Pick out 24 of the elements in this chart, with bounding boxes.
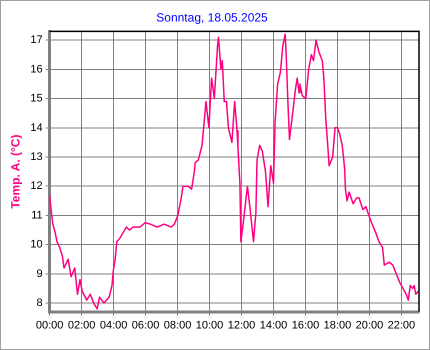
y-tick-label: 17 bbox=[30, 34, 43, 46]
chart-title: Sonntag, 18.05.2025 bbox=[156, 10, 268, 25]
x-tick-label: 10:00 bbox=[196, 319, 224, 332]
y-tick-label: 15 bbox=[30, 92, 43, 105]
y-tick-label: 8 bbox=[36, 297, 43, 310]
y-tick-label: 9 bbox=[36, 268, 43, 280]
y-tick-label: 10 bbox=[30, 238, 43, 251]
y-tick-label: 16 bbox=[30, 63, 43, 76]
x-tick-label: 22:00 bbox=[388, 319, 416, 332]
x-tick-label: 04:00 bbox=[100, 319, 128, 332]
y-tick-label: 11 bbox=[31, 209, 43, 222]
y-tick-label: 12 bbox=[30, 180, 43, 192]
x-tick-label: 18:00 bbox=[324, 319, 352, 332]
x-tick-label: 08:00 bbox=[164, 319, 192, 332]
y-tick-label: 13 bbox=[30, 151, 43, 164]
x-tick-label: 14:00 bbox=[260, 319, 288, 332]
x-tick-label: 16:00 bbox=[292, 319, 320, 332]
x-tick-label: 12:00 bbox=[228, 319, 256, 332]
y-axis-title: Temp. A. (°C) bbox=[8, 134, 23, 209]
x-tick-label: 20:00 bbox=[356, 319, 384, 332]
x-tick-label: 00:00 bbox=[36, 319, 64, 332]
y-tick-label: 14 bbox=[30, 122, 43, 134]
x-tick-label: 02:00 bbox=[68, 319, 96, 332]
x-tick-label: 06:00 bbox=[132, 319, 160, 332]
